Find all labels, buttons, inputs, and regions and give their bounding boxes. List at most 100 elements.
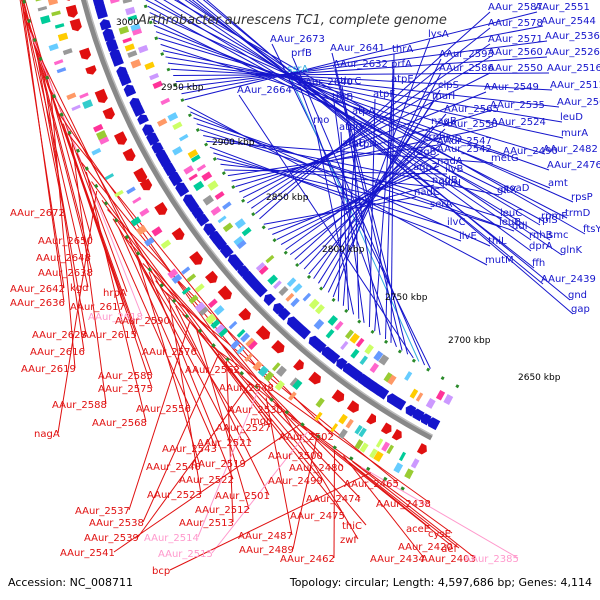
category-bar — [222, 222, 234, 233]
category-bar — [289, 377, 298, 387]
gene-label-reverse: def — [441, 544, 458, 555]
category-bar — [241, 226, 252, 237]
gene-label-forward: AAur_2558 — [443, 119, 498, 130]
scale-dash — [316, 433, 321, 439]
reverse-gene-arrow — [171, 227, 185, 241]
reverse-gene-arrow — [255, 325, 271, 340]
leader-line-forward — [276, 171, 416, 241]
leader-line-forward — [333, 101, 365, 323]
category-bar — [288, 391, 297, 401]
category-bar — [214, 191, 225, 200]
scale-dash — [52, 94, 57, 99]
gene-label-reverse: AAur_2556 — [136, 404, 191, 415]
reverse-gene-arrow — [85, 65, 97, 75]
forward-gene-arrow — [203, 223, 217, 236]
scale-dash — [397, 349, 402, 354]
gene-label-reverse: AAur_2618 — [88, 312, 143, 323]
reverse-gene-arrow — [122, 148, 136, 162]
category-bar — [330, 423, 339, 433]
category-bar — [104, 173, 115, 181]
category-bar — [132, 196, 142, 204]
category-bar — [181, 266, 191, 275]
category-bar — [415, 392, 424, 402]
category-bar — [409, 388, 419, 399]
scale-dash — [384, 339, 389, 344]
forward-gene-arrow — [219, 244, 234, 259]
category-bar — [160, 97, 171, 106]
category-bar — [252, 360, 263, 372]
leader-line-reverse — [85, 171, 147, 423]
forward-gene-arrow — [272, 302, 285, 315]
gene-label-forward: AAur_2524 — [491, 117, 546, 128]
category-bar — [114, 189, 124, 198]
gene-label-forward: AAur_2549 — [484, 82, 539, 93]
leader-line-forward — [390, 53, 395, 343]
scale-dash — [239, 371, 245, 376]
scale-dash — [284, 410, 290, 415]
category-bar — [359, 355, 368, 366]
leader-line-forward — [195, 0, 544, 285]
gene-label-forward: gap — [571, 304, 590, 315]
category-bar — [350, 348, 360, 359]
scale-dash — [225, 357, 230, 362]
gene-label-reverse: AAur_2616 — [30, 347, 85, 358]
leader-line-reverse — [361, 466, 519, 559]
gene-label-forward: atpG — [339, 122, 363, 133]
gene-label-forward: AAur_2593 — [439, 49, 494, 60]
forward-gene-arrow — [227, 254, 240, 266]
gene-label-forward: AAur_2565 — [444, 104, 499, 115]
gene-label-forward: atpA — [352, 106, 375, 117]
gene-label-reverse: AAur_2619 — [21, 364, 76, 375]
category-bar — [118, 25, 130, 35]
gene-label-reverse: AAur_2576 — [142, 347, 197, 358]
gene-label-forward: glnK — [560, 245, 582, 256]
category-bar — [172, 146, 183, 156]
gene-label-reverse: AAur_2537 — [75, 506, 130, 517]
reverse-gene-arrow — [133, 167, 148, 183]
leader-line-reverse — [175, 305, 270, 496]
scale-dash — [221, 171, 226, 176]
leader-line-forward — [209, 146, 462, 242]
gene-label-reverse: AAur_2538 — [89, 518, 144, 529]
leader-line-forward — [242, 72, 491, 199]
gene-label-reverse: kgd — [70, 283, 89, 294]
forward-gene-arrow — [286, 316, 299, 329]
gene-label-reverse: AAur_2500 — [268, 451, 323, 462]
category-bar — [369, 448, 378, 459]
leader-line-reverse — [211, 430, 309, 554]
leader-line-reverse — [203, 337, 345, 516]
scale-dash — [166, 67, 171, 72]
category-bar — [410, 458, 420, 469]
tick-label: 2850 kbp — [266, 193, 309, 203]
forward-gene-arrow — [357, 373, 371, 387]
category-bar — [354, 424, 363, 435]
gene-label-forward: AAur_2511 — [550, 80, 600, 91]
gene-label-reverse: AAur_2499 — [268, 476, 323, 487]
gene-label-forward: ilvH — [442, 178, 461, 189]
category-bar — [358, 427, 367, 438]
leader-line-reverse — [265, 397, 293, 536]
leader-line-forward — [184, 0, 563, 256]
scale-dash — [231, 185, 236, 190]
leader-line-forward — [216, 158, 433, 210]
scale-dash — [32, 38, 37, 43]
gene-label-forward: thiL — [488, 236, 507, 247]
gene-labels: AAur_2673 prfB ssrA AAur_2664 AAur_2641 AAur_… — [10, 2, 600, 577]
scale-dash — [143, 4, 148, 9]
gene-label-reverse: AAur_2540 — [146, 462, 201, 473]
category-bar — [57, 32, 69, 42]
backbone-arc — [80, 0, 433, 441]
reverse-gene-arrow — [331, 389, 345, 403]
leader-line-reverse — [196, 330, 250, 510]
gene-label-forward: AAur_2476 — [547, 160, 600, 171]
tick-label: 2700 kbp — [448, 336, 491, 346]
gene-label-forward: atpD — [342, 138, 366, 149]
gene-label-reverse: aceE — [406, 524, 430, 535]
gene-label-forward: aqpZ — [413, 162, 439, 173]
category-bar — [314, 304, 325, 315]
gene-label-forward: nagB — [431, 116, 457, 127]
gene-label-reverse: AAur_2650 — [38, 236, 93, 247]
category-bar — [240, 332, 251, 343]
leader-line-forward — [202, 0, 571, 301]
